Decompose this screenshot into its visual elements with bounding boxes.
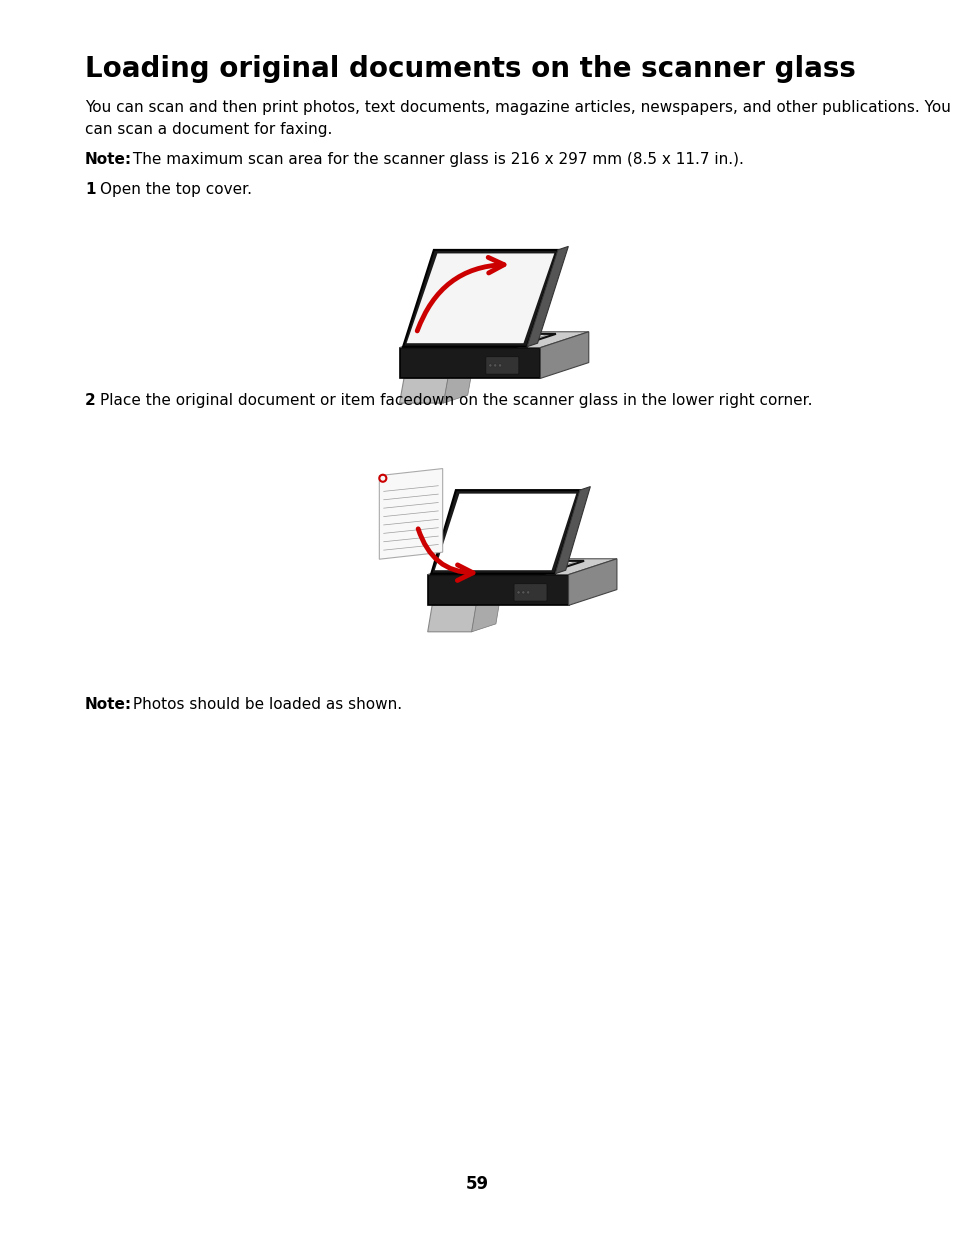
Polygon shape — [427, 558, 617, 574]
Polygon shape — [399, 347, 539, 378]
Circle shape — [493, 364, 497, 367]
Circle shape — [521, 590, 524, 594]
Text: Loading original documents on the scanner glass: Loading original documents on the scanne… — [85, 56, 855, 83]
Circle shape — [517, 590, 519, 594]
Polygon shape — [406, 335, 549, 347]
Polygon shape — [539, 332, 588, 378]
Circle shape — [526, 590, 529, 594]
Circle shape — [488, 364, 492, 367]
Text: Note:: Note: — [85, 697, 132, 713]
Polygon shape — [406, 253, 554, 343]
Text: 1: 1 — [85, 182, 95, 198]
Polygon shape — [399, 332, 588, 347]
Text: Place the original document or item facedown on the scanner glass in the lower r: Place the original document or item face… — [100, 393, 812, 408]
Text: Note:: Note: — [85, 152, 132, 167]
Text: can scan a document for faxing.: can scan a document for faxing. — [85, 122, 332, 137]
Polygon shape — [435, 494, 576, 571]
FancyBboxPatch shape — [485, 357, 518, 374]
Polygon shape — [526, 247, 568, 347]
Polygon shape — [431, 490, 579, 574]
Polygon shape — [379, 468, 442, 559]
Polygon shape — [427, 574, 568, 605]
Polygon shape — [403, 249, 558, 347]
Circle shape — [498, 364, 501, 367]
Text: 59: 59 — [465, 1174, 488, 1193]
Text: Open the top cover.: Open the top cover. — [100, 182, 252, 198]
Text: You can scan and then print photos, text documents, magazine articles, newspaper: You can scan and then print photos, text… — [85, 100, 950, 115]
Text: The maximum scan area for the scanner glass is 216 x 297 mm (8.5 x 11.7 in.).: The maximum scan area for the scanner gl… — [128, 152, 743, 167]
Polygon shape — [427, 605, 476, 632]
Polygon shape — [443, 370, 472, 403]
Polygon shape — [568, 558, 617, 605]
Text: 2: 2 — [85, 393, 95, 408]
FancyBboxPatch shape — [514, 584, 546, 601]
Polygon shape — [399, 378, 448, 403]
Polygon shape — [471, 598, 499, 632]
Polygon shape — [555, 487, 590, 574]
Polygon shape — [435, 561, 577, 574]
Text: Photos should be loaded as shown.: Photos should be loaded as shown. — [128, 697, 402, 713]
